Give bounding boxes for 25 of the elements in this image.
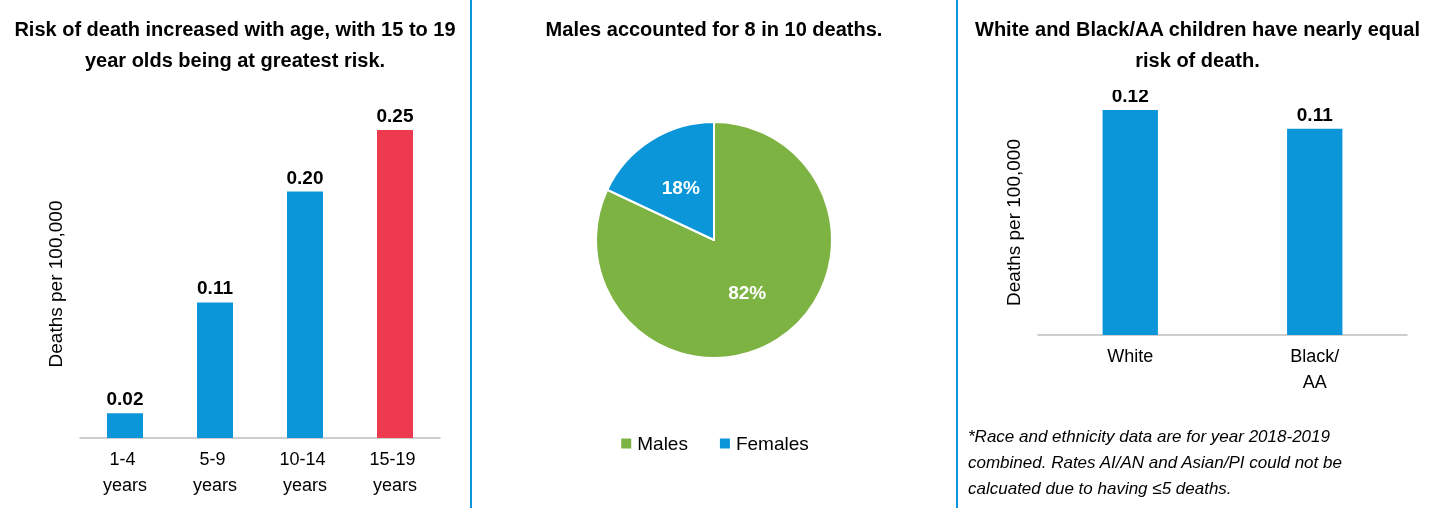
legend-label: Females: [735, 433, 809, 454]
y-axis-title: Deaths per 100,000: [45, 200, 66, 368]
data-label: 0.02: [106, 388, 144, 410]
y-axis-title: Deaths per 100,000: [1003, 139, 1024, 306]
data-label: 18%: [661, 177, 700, 199]
bar: [377, 130, 413, 438]
bar: [107, 413, 143, 438]
chart-title: Risk of death increased with age, with 15 to 19 year olds being at greatest risk.: [13, 17, 457, 73]
data-label: 0.11: [197, 277, 234, 299]
data-label: 0.25: [376, 105, 414, 126]
x-tick-label: 15-19 years: [369, 449, 421, 495]
x-tick-label: 10-14 years: [279, 449, 331, 495]
data-label: 0.20: [286, 166, 324, 188]
text: *Race and ethnicity data are for year 2018-2019 combined. Rates AI/AN and Asian/PI could not be calcuated due to having ≤5 deaths.: [968, 426, 1343, 500]
data-label: 0.11: [1296, 103, 1334, 125]
legend-label: Males: [637, 433, 688, 454]
data-label: 82%: [728, 281, 767, 303]
x-tick-label: 1-4 years: [102, 449, 148, 495]
chart-title: White and Black/AA children have nearly equal risk of death.: [974, 17, 1421, 73]
x-tick-label: Black/AA: [1290, 346, 1340, 392]
x-tick-label: 5-9 years: [192, 449, 238, 495]
x-tick-label: White: [1107, 346, 1154, 366]
bar: [197, 302, 233, 438]
chart-title: Males accounted for 8 in 10 deaths.: [544, 17, 884, 42]
bar: [287, 191, 323, 438]
